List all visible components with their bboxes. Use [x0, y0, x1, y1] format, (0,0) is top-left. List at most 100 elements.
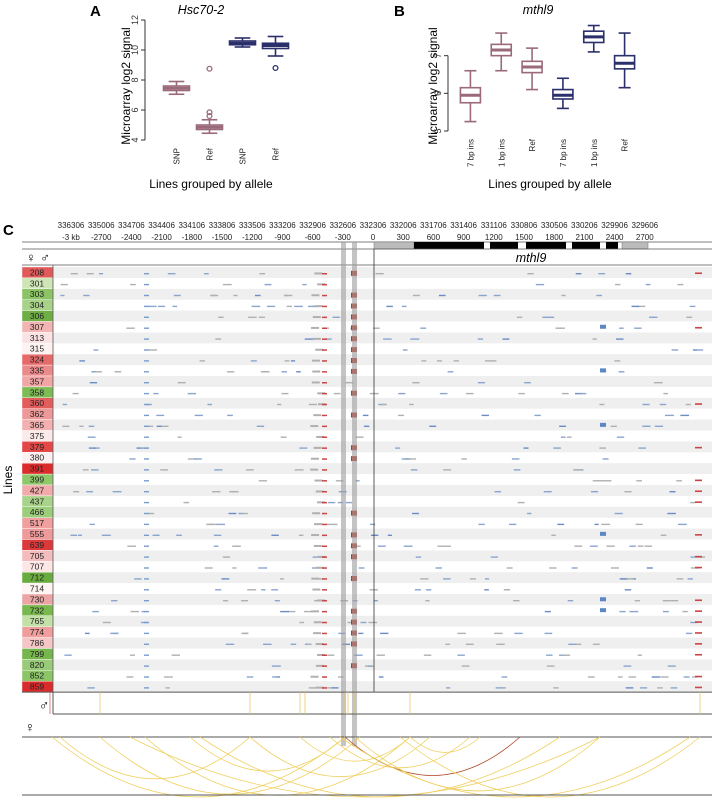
variant-mark	[383, 338, 392, 340]
variant-mark	[407, 458, 417, 460]
variant-mark	[560, 436, 566, 438]
variant-mark	[644, 545, 653, 547]
variant-mark	[695, 272, 702, 275]
variant-mark	[146, 403, 152, 406]
line-row-357: 357	[21, 375, 712, 388]
panel-a-title: Hsc70-2	[178, 3, 225, 17]
row-stripe	[53, 528, 712, 540]
variant-mark	[367, 665, 373, 667]
variant-mark	[546, 316, 555, 318]
variant-mark	[543, 490, 552, 493]
variant-mark	[421, 360, 427, 362]
variant-mark	[695, 555, 702, 558]
variant-mark	[322, 360, 327, 362]
variant-mark	[601, 523, 610, 526]
x-tick-label: 1 bp ins	[497, 139, 506, 167]
variant-mark	[690, 567, 699, 569]
variant-mark	[183, 501, 190, 504]
line-row-786: 786	[21, 637, 712, 649]
linkage-arc-female	[329, 736, 471, 769]
variant-mark	[553, 687, 559, 689]
variant-mark	[258, 567, 268, 569]
variant-mark	[322, 589, 327, 591]
line-label: 437	[30, 496, 44, 506]
line-row-301: 301	[21, 277, 684, 289]
variant-mark	[144, 283, 149, 286]
variant-mark	[465, 643, 474, 645]
variant-mark	[263, 643, 272, 645]
variant-mark	[322, 327, 327, 329]
coordinate-label: 330506	[541, 221, 568, 230]
variant-mark	[288, 610, 296, 613]
variant-mark	[311, 381, 320, 384]
variant-mark	[465, 392, 474, 395]
box-ref-1	[195, 65, 224, 135]
offset-label: 1500	[515, 233, 533, 242]
variant-mark	[280, 436, 287, 438]
line-row-517: 517	[21, 517, 687, 529]
variant-mark	[88, 425, 95, 427]
row-stripe	[53, 637, 712, 649]
variant-mark	[682, 610, 688, 613]
variant-mark	[527, 272, 534, 275]
line-row-427: 427	[21, 484, 712, 497]
variant-mark	[246, 676, 254, 678]
variant-mark	[501, 676, 508, 678]
line-row-774: 774	[21, 626, 702, 638]
variant-mark	[238, 512, 244, 515]
variant-mark	[204, 567, 213, 569]
line-row-555: 555	[21, 528, 712, 540]
x-tick-label: Ref	[272, 147, 281, 160]
variant-mark	[631, 305, 640, 308]
variant-mark	[227, 414, 233, 417]
variant-mark	[592, 480, 599, 482]
variant-mark	[598, 272, 606, 275]
variant-mark	[281, 371, 288, 373]
variant-mark	[544, 632, 553, 635]
variant-mark	[484, 578, 490, 580]
variant-mark	[410, 338, 420, 340]
box-ref-3	[261, 35, 290, 72]
variant-mark	[677, 283, 684, 286]
variant-mark	[412, 381, 420, 384]
linkage-arc-female	[409, 736, 481, 753]
variant-mark	[695, 479, 702, 482]
variant-mark	[77, 534, 83, 536]
variant-mark	[259, 272, 266, 275]
line-label: 765	[30, 616, 44, 626]
variant-mark	[165, 687, 170, 689]
variant-mark	[638, 447, 646, 449]
line-label: 517	[30, 518, 44, 528]
coordinate-label: 330806	[511, 221, 538, 230]
variant-mark	[685, 403, 691, 406]
variant-mark	[493, 294, 501, 297]
variant-mark	[161, 425, 169, 427]
panel-c-y-axis-label: Lines	[1, 466, 15, 495]
variant-mark	[518, 392, 525, 395]
line-row-315: 315	[21, 343, 704, 355]
variant-mark	[308, 403, 317, 406]
box-snp-0	[162, 80, 191, 96]
outlier-point	[206, 65, 213, 72]
y-tick-label: 7	[433, 53, 443, 58]
variant-mark	[695, 490, 702, 493]
variant-mark	[358, 632, 364, 635]
offset-label: 0	[371, 233, 376, 242]
variant-mark	[616, 338, 624, 340]
line-label: 730	[30, 594, 44, 604]
variant-mark	[322, 480, 327, 482]
variant-mark	[187, 458, 197, 460]
variant-mark	[326, 338, 332, 340]
variant-mark	[636, 480, 643, 482]
variant-mark	[437, 545, 446, 547]
coordinate-label: 330206	[571, 221, 598, 230]
variant-mark	[623, 665, 632, 667]
variant-mark	[98, 272, 104, 275]
offset-label: -1800	[182, 233, 203, 242]
line-label: 304	[30, 300, 44, 310]
variant-mark	[678, 523, 687, 526]
variant-mark	[322, 294, 327, 297]
variant-mark	[381, 403, 387, 406]
offset-label: -300	[335, 233, 352, 242]
variant-mark	[634, 327, 642, 329]
